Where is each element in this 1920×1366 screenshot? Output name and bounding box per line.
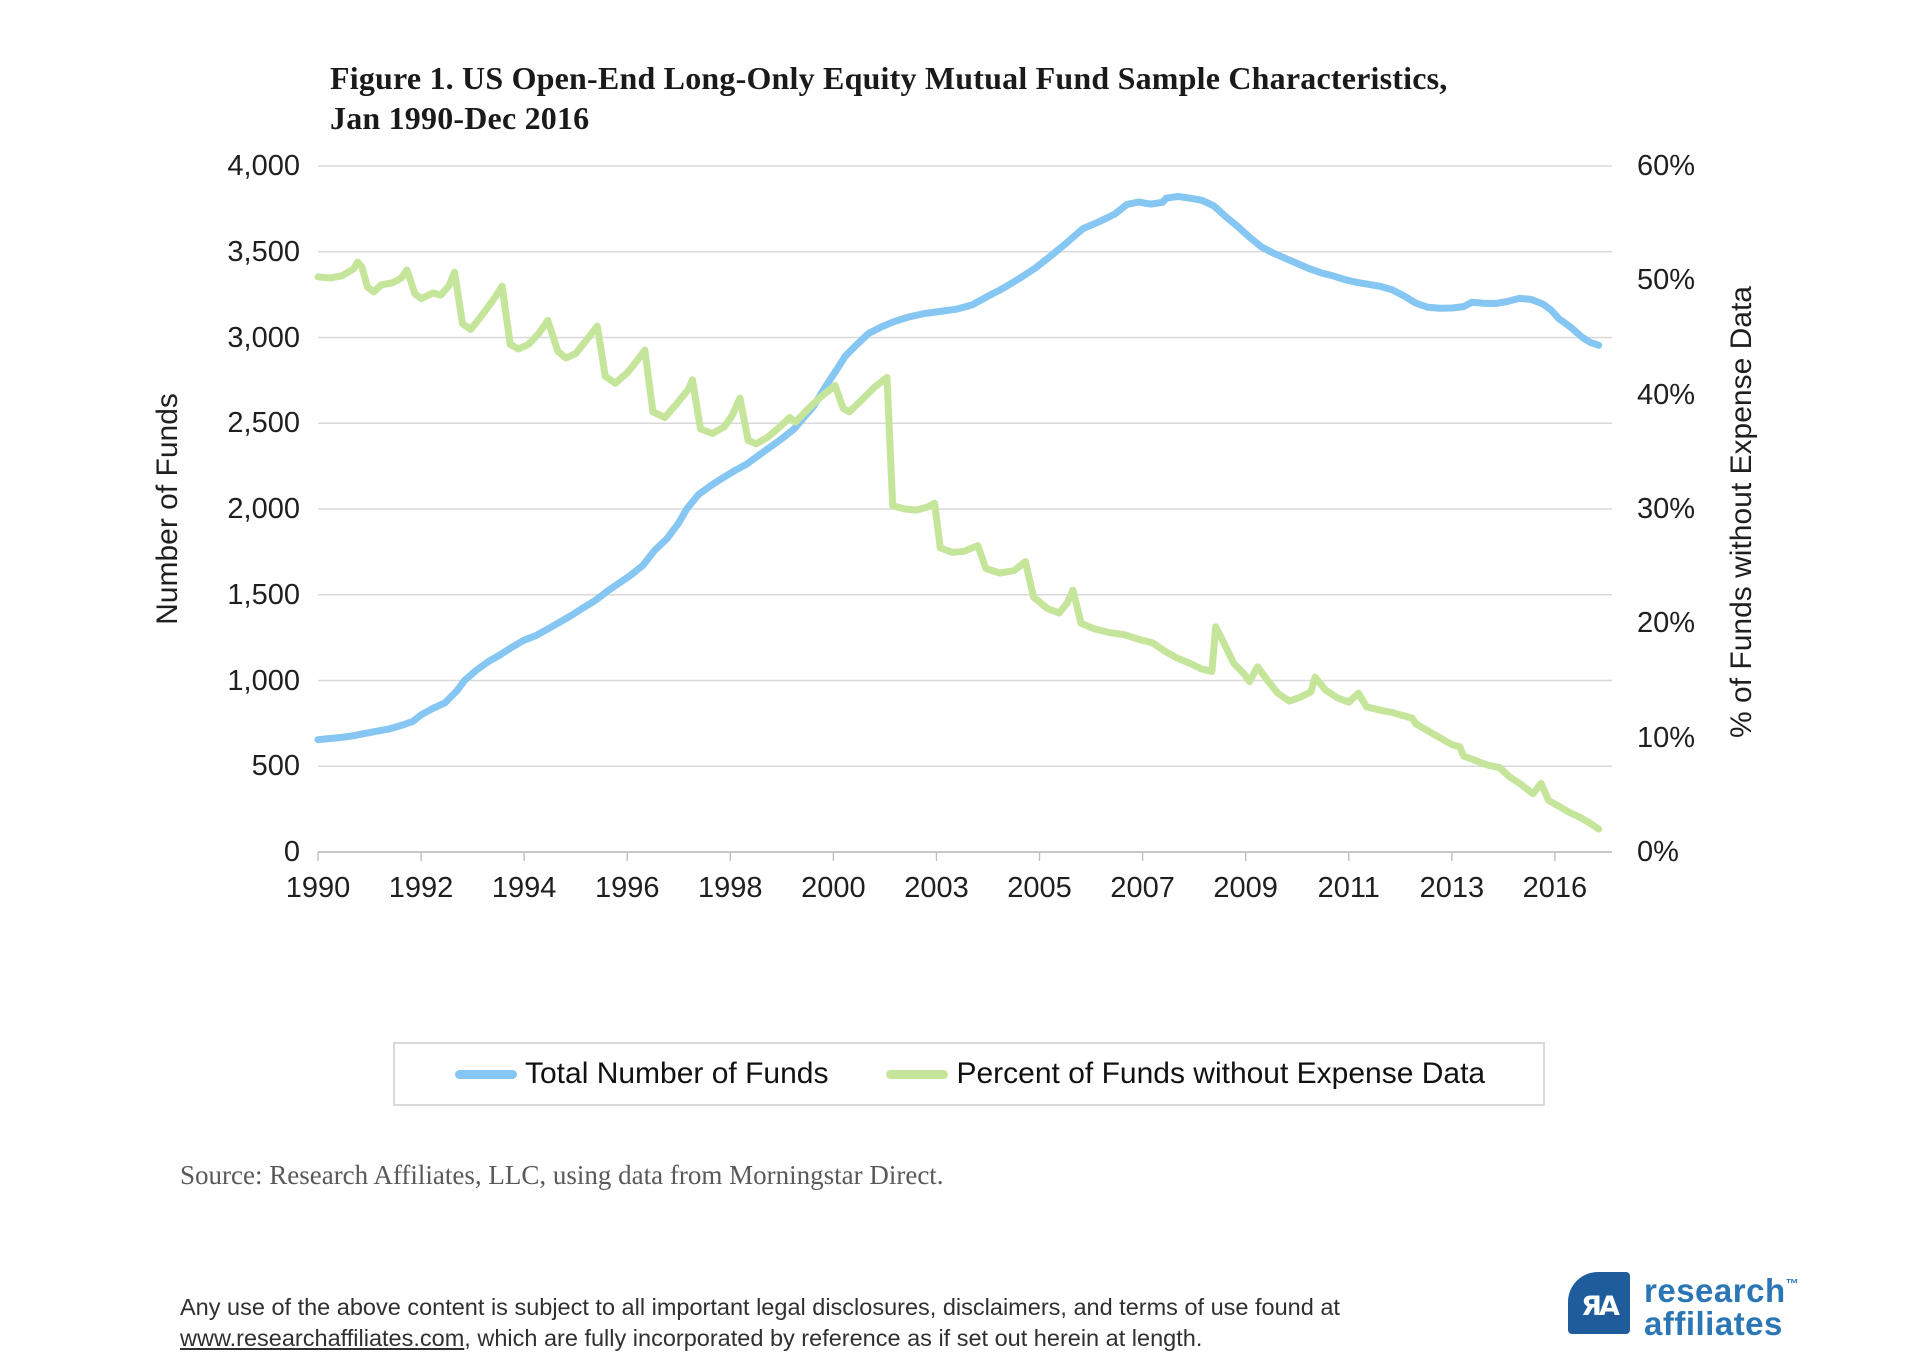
legal-disclaimer: Any use of the above content is subject …: [180, 1292, 1500, 1354]
y-right-tick-label: 10%: [1637, 721, 1696, 754]
logo-wordmark: research™ affiliates: [1644, 1274, 1799, 1340]
x-tick-label: 2000: [801, 872, 866, 904]
logo-word-affiliates: affiliates: [1644, 1305, 1783, 1342]
blue-line-swatch-icon: [455, 1069, 517, 1079]
y-left-tick-label: 1,500: [227, 578, 300, 611]
source-note: Source: Research Affiliates, LLC, using …: [180, 1160, 944, 1190]
figure-title: Figure 1. US Open-End Long-Only Equity M…: [330, 58, 1830, 138]
y-left-tick-label: 4,000: [227, 150, 300, 182]
legend-label-percent-no-expense: Percent of Funds without Expense Data: [956, 1057, 1486, 1090]
chart-legend: Total Number of Funds Percent of Funds w…: [393, 1042, 1545, 1106]
website-link[interactable]: www.researchaffiliates.com: [180, 1325, 465, 1351]
x-tick-label: 1990: [285, 872, 351, 904]
x-tick-label: 1998: [698, 872, 763, 904]
legend-label-total-funds: Total Number of Funds: [525, 1057, 829, 1090]
chart-plot-area: [314, 165, 1612, 861]
y-right-tick-label: 60%: [1637, 150, 1696, 182]
y-left-axis-title: Number of Funds: [151, 393, 184, 625]
y-left-tick-label: 3,500: [227, 235, 300, 268]
ra-monogram-text: ЯA: [1581, 1290, 1620, 1322]
x-tick-label: 1996: [594, 872, 660, 904]
y-right-axis-title: % of Funds without Expense Data: [1725, 286, 1758, 738]
green-line-swatch-icon: [886, 1069, 949, 1079]
y-right-tick-label: 30%: [1637, 493, 1696, 525]
y-left-tick-label: 3,000: [227, 321, 300, 354]
y-right-tick-label: 20%: [1637, 607, 1696, 640]
trademark-symbol: ™: [1785, 1276, 1800, 1291]
legend-item-percent-no-expense: Percent of Funds without Expense Data: [886, 1057, 1485, 1091]
ra-monogram-icon: ЯA: [1568, 1272, 1630, 1334]
legend-item-total-funds: Total Number of Funds: [455, 1057, 828, 1091]
x-tick-label: 2009: [1213, 872, 1278, 904]
y-left-tick-label: 500: [251, 750, 300, 783]
total-funds-line: [314, 193, 1603, 744]
logo-word-research: research: [1644, 1272, 1786, 1309]
x-tick-label: 2003: [904, 872, 969, 904]
x-tick-label: 2005: [1007, 872, 1072, 904]
research-affiliates-logo: ЯA research™ affiliates: [1568, 1272, 1799, 1340]
figure-title-line1: Figure 1. US Open-End Long-Only Equity M…: [330, 60, 1448, 96]
y-right-tick-label: 40%: [1637, 378, 1696, 411]
x-tick-label: 1992: [388, 872, 454, 904]
y-left-tick-label: 2,000: [227, 493, 300, 525]
x-tick-label: 2007: [1110, 872, 1175, 904]
y-left-tick-label: 1,000: [227, 664, 300, 697]
x-tick-label: 2011: [1317, 872, 1380, 904]
disclaimer-line1: Any use of the above content is subject …: [180, 1294, 1340, 1320]
figure-title-line2: Jan 1990-Dec 2016: [330, 100, 590, 136]
x-tick-label: 2016: [1522, 872, 1588, 904]
y-right-tick-label: 0%: [1637, 836, 1679, 868]
percent-no-expense-line: [314, 258, 1603, 833]
y-left-tick-label: 2,500: [227, 407, 300, 440]
y-left-tick-label: 0: [283, 836, 300, 868]
x-tick-label: 2013: [1419, 872, 1485, 904]
disclaimer-line2: , which are fully incorporated by refere…: [464, 1325, 1203, 1351]
y-right-tick-label: 50%: [1637, 264, 1696, 297]
x-tick-label: 1994: [491, 872, 557, 904]
